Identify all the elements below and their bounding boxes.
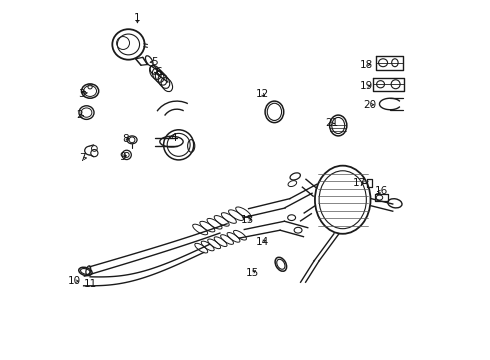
Text: 1: 1: [134, 13, 141, 23]
Text: 3: 3: [78, 89, 85, 99]
Text: 5: 5: [151, 57, 158, 67]
Text: 6: 6: [155, 67, 162, 77]
Text: 17: 17: [353, 178, 367, 188]
Text: 18: 18: [360, 59, 373, 69]
Text: 7: 7: [79, 153, 86, 163]
Text: 10: 10: [68, 276, 81, 286]
Text: 8: 8: [122, 134, 129, 144]
Text: 14: 14: [256, 237, 269, 247]
Text: 4: 4: [170, 133, 176, 143]
Text: 21: 21: [325, 118, 339, 128]
Text: 15: 15: [245, 267, 259, 278]
Text: 16: 16: [375, 186, 388, 197]
Text: 9: 9: [119, 152, 125, 162]
Text: 13: 13: [241, 215, 254, 225]
Text: 20: 20: [363, 100, 376, 110]
Text: 11: 11: [84, 279, 98, 289]
Text: 2: 2: [77, 111, 83, 121]
Text: 19: 19: [360, 81, 373, 91]
Text: 12: 12: [256, 89, 269, 99]
